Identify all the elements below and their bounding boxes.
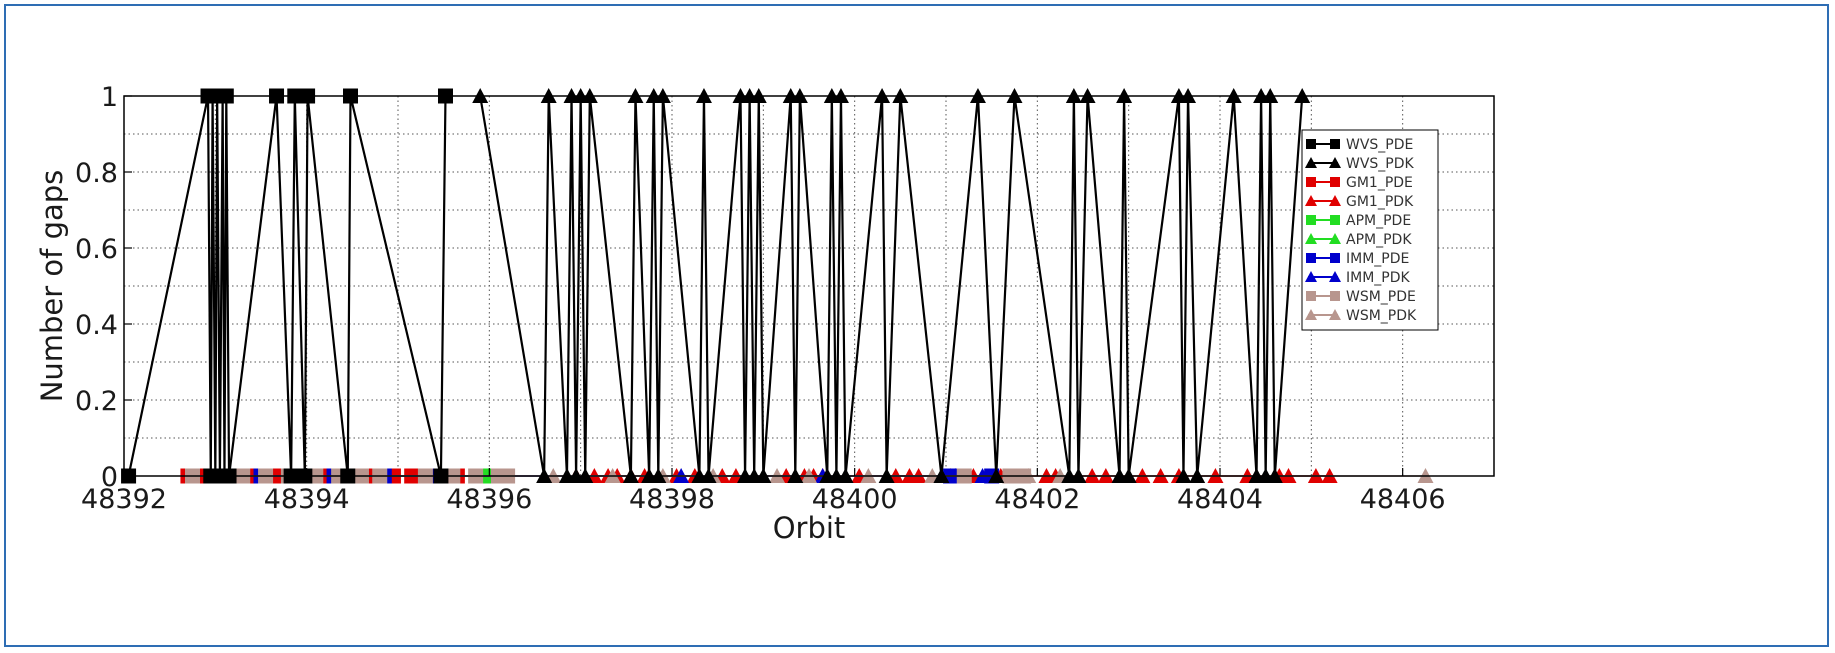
x-axis-label: Orbit: [773, 511, 846, 545]
x-tick-label: 48396: [446, 484, 532, 515]
figure-frame: 48392 48394 48396 48398 48400 48402 48404 48406…: [4, 4, 1829, 647]
legend-marker: [1305, 157, 1317, 168]
legend-entry: IMM_PDK: [1305, 270, 1411, 286]
legend-label: WSM_PDK: [1346, 308, 1417, 324]
legend-label: WSM_PDE: [1346, 289, 1416, 305]
legend-label: WVS_PDK: [1346, 156, 1415, 172]
legend-label: APM_PDK: [1346, 232, 1412, 248]
legend-marker: [1306, 215, 1316, 225]
legend-entry: GM1_PDK: [1305, 194, 1414, 210]
axis-ticks: 48392 48394 48396 48398 48400 48402 48404 48406…: [75, 82, 1446, 515]
legend-marker: [1329, 195, 1341, 206]
x-tick-label: 48406: [1360, 484, 1446, 515]
legend-label: GM1_PDK: [1346, 194, 1414, 210]
legend-label: APM_PDE: [1346, 213, 1411, 229]
legend-label: GM1_PDE: [1346, 175, 1413, 191]
series-line: [479, 95, 1304, 477]
y-tick-label: 0.8: [75, 158, 118, 189]
y-tick-label: 0.4: [75, 310, 118, 341]
legend-label: IMM_PDK: [1346, 270, 1411, 286]
legend-marker: [1329, 233, 1341, 244]
gaps-chart: 48392 48394 48396 48398 48400 48402 48404 48406…: [35, 82, 1495, 545]
axes-box: [123, 95, 1495, 477]
legend-marker: [1329, 309, 1341, 320]
legend-marker: [1306, 177, 1316, 187]
x-tick-label: 48392: [81, 484, 167, 515]
legend-label: WVS_PDE: [1346, 137, 1413, 153]
legend-marker: [1329, 157, 1341, 168]
legend-entry: GM1_PDE: [1306, 175, 1413, 191]
series-line: [127, 95, 447, 477]
y-tick-label: 0: [101, 462, 118, 493]
legend-marker: [1330, 177, 1340, 187]
legend-entry: WSM_PDK: [1305, 308, 1417, 324]
y-tick-label: 0.2: [75, 386, 118, 417]
y-tick-label: 1: [101, 82, 118, 113]
legend-marker: [1330, 139, 1340, 149]
x-tick-label: 48400: [812, 484, 898, 515]
legend-marker: [1305, 233, 1317, 244]
legend-marker: [1329, 271, 1341, 282]
legend-marker: [1305, 271, 1317, 282]
legend-entry: APM_PDE: [1306, 213, 1411, 229]
legend-label: IMM_PDE: [1346, 251, 1409, 267]
legend-entry: IMM_PDE: [1306, 251, 1409, 267]
legend-marker: [1305, 309, 1317, 320]
legend-marker: [1306, 291, 1316, 301]
x-tick-label: 48404: [1177, 484, 1263, 515]
legend-marker: [1305, 195, 1317, 206]
x-tick-label: 48394: [264, 484, 350, 515]
legend-marker: [1330, 291, 1340, 301]
legend-entry: APM_PDK: [1305, 232, 1412, 248]
legend-entry: WVS_PDE: [1306, 137, 1413, 153]
legend-marker: [1330, 253, 1340, 263]
legend-marker: [1306, 139, 1316, 149]
legend-marker: [1306, 253, 1316, 263]
x-tick-label: 48402: [994, 484, 1080, 515]
legend-entry: WSM_PDE: [1306, 289, 1416, 305]
y-axis-label: Number of gaps: [35, 170, 69, 403]
y-tick-label: 0.6: [75, 234, 118, 265]
legend: WVS_PDE WVS_PDK GM1_PDE GM1_PDK APM_PDE APM_P…: [1301, 129, 1439, 331]
legend-entry: WVS_PDK: [1305, 156, 1415, 172]
x-tick-label: 48398: [629, 484, 715, 515]
legend-marker: [1330, 215, 1340, 225]
